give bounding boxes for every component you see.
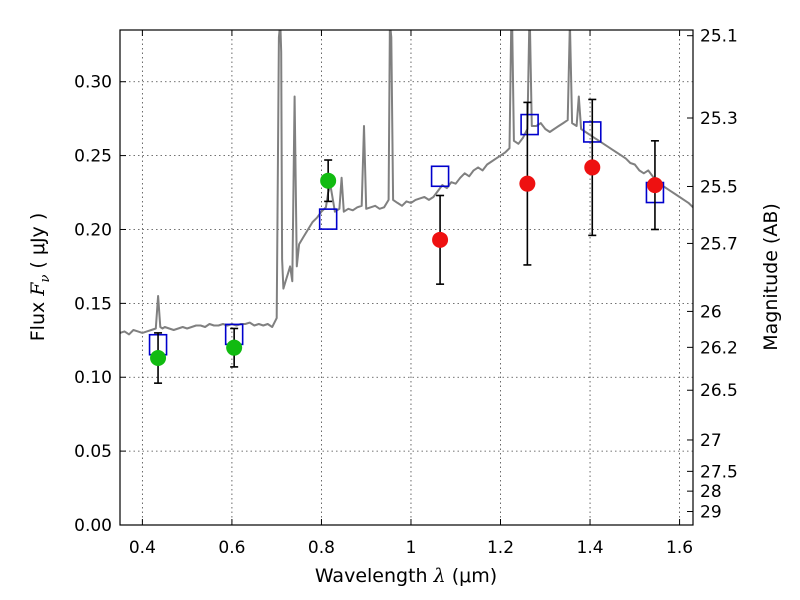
- y2-tick-label: 25.7: [700, 234, 738, 254]
- y2-tick-label: 26.2: [700, 338, 738, 358]
- x-tick-label: 1.4: [577, 538, 604, 558]
- y-tick-label: 0.15: [74, 294, 112, 314]
- y2-tick-label: 26.5: [700, 381, 738, 401]
- model-flux-square: [520, 113, 539, 136]
- measured-flux-point: [226, 339, 243, 356]
- y2-tick-label: 27.5: [700, 462, 738, 482]
- x-tick-label: 0.8: [308, 538, 335, 558]
- x-axis-title: Wavelength λ (μm): [315, 565, 497, 587]
- x-tick-label: 1.2: [487, 538, 514, 558]
- measured-flux-point: [432, 231, 449, 248]
- y-tick-label: 0.30: [74, 73, 112, 93]
- spectrum-layer: [120, 30, 693, 336]
- x-tick-label: 0.6: [218, 538, 245, 558]
- y2-tick-label: 25.5: [700, 177, 738, 197]
- y-tick-label: 0.10: [74, 368, 112, 388]
- y-tick-label: 0.25: [74, 147, 112, 167]
- y-tick-label: 0.20: [74, 220, 112, 240]
- y2-tick-label: 25.3: [700, 109, 738, 129]
- model-flux-square: [318, 208, 338, 230]
- y2-tick-label: 26: [700, 302, 722, 322]
- measured-flux-point: [519, 175, 536, 192]
- photometry-layer: [148, 98, 665, 384]
- x-tick-label: 0.4: [129, 538, 156, 558]
- y2-tick-label: 28: [700, 482, 722, 502]
- measured-flux-point: [584, 159, 601, 176]
- y-axis-title: Flux Fν ( μJy ): [27, 213, 53, 342]
- measured-flux-point: [646, 177, 663, 194]
- y-tick-label: 0.05: [74, 442, 112, 462]
- plot-frame: [119, 29, 694, 526]
- y-tick-label: 0.00: [74, 516, 112, 536]
- y2-tick-label: 27: [700, 431, 722, 451]
- y2-tick-label: 29: [700, 503, 722, 523]
- ticks: 0.4 0.6 0.8 1 1.2 1.4 1.6 0.00 0.05 0.10 0.15 0.20 0…: [74, 27, 738, 558]
- model-flux-square: [430, 165, 450, 188]
- measured-flux-point: [320, 172, 337, 189]
- measured-flux-point: [150, 350, 167, 367]
- spectrum-line: [120, 30, 693, 336]
- y2-tick-label: 25.1: [700, 27, 738, 47]
- x-tick-label: 1.6: [666, 538, 693, 558]
- y2-axis-title: Magnitude (AB): [760, 203, 782, 351]
- grid: [120, 30, 693, 526]
- x-tick-label: 1: [406, 538, 417, 558]
